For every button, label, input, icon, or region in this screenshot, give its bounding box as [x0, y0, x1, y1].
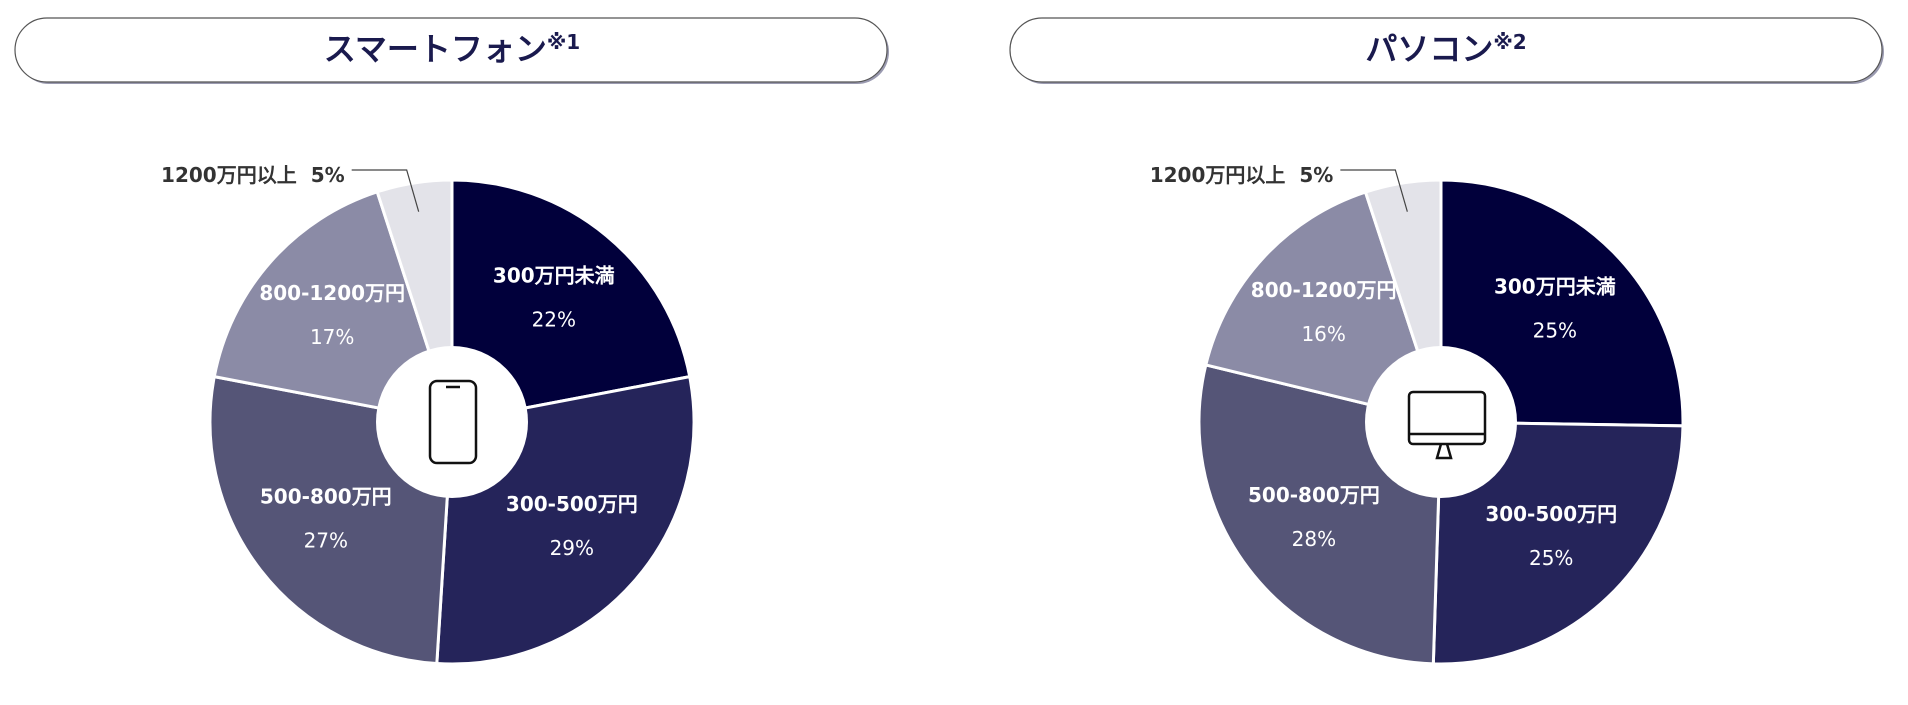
slice-label: 500-800万円 — [260, 484, 392, 508]
slice-value: 17% — [310, 325, 354, 349]
slice-value: 28% — [1292, 527, 1336, 551]
chart-title: パソコン※2 — [1365, 30, 1526, 69]
slice-label: 1200万円以上 — [1150, 163, 1286, 187]
chart-title: スマートフォン※1 — [324, 30, 580, 69]
donut-hole — [1365, 346, 1517, 498]
pies: 300万円未満 22% 300-500万円 29% 500-800万円 27% 800-12… — [161, 163, 1685, 666]
leader-line — [1340, 169, 1408, 212]
slice-label: 500-800万円 — [1248, 483, 1380, 507]
pie-slice — [1431, 420, 1685, 666]
slice-value: 5% — [1299, 163, 1333, 187]
donut-hole — [376, 346, 528, 498]
pie-slice — [212, 189, 455, 424]
slice-label: 300-500万円 — [506, 492, 638, 516]
slice-value: 25% — [1529, 546, 1573, 570]
slice-label: 300万円未満 — [1494, 274, 1616, 298]
pie-slice — [450, 178, 692, 424]
slice-label: 300万円未満 — [493, 263, 615, 287]
slice-value: 27% — [304, 528, 348, 552]
slice-label: 800-1200万円 — [1251, 278, 1397, 302]
slice-value: 5% — [311, 163, 345, 187]
slice-value: 25% — [1533, 318, 1577, 342]
monitor-icon — [1435, 443, 1453, 460]
slice-value: 16% — [1301, 322, 1345, 346]
title-pill — [1009, 17, 1883, 83]
slice-label: 300-500万円 — [1485, 502, 1617, 526]
leader-line — [351, 169, 420, 212]
slice-label: 1200万円以上 — [161, 163, 297, 187]
icons — [428, 379, 1487, 465]
pie-slice — [1204, 190, 1444, 425]
slice-value: 22% — [532, 307, 576, 331]
slice-value: 29% — [550, 536, 594, 560]
pie-slice — [1439, 178, 1685, 428]
outside-label: 1200万円以上 5% — [161, 163, 345, 187]
phone-icon — [428, 379, 478, 465]
title-pill — [14, 17, 888, 83]
slice-label: 800-1200万円 — [259, 281, 405, 305]
outside-label: 1200万円以上 5% — [1150, 163, 1334, 187]
